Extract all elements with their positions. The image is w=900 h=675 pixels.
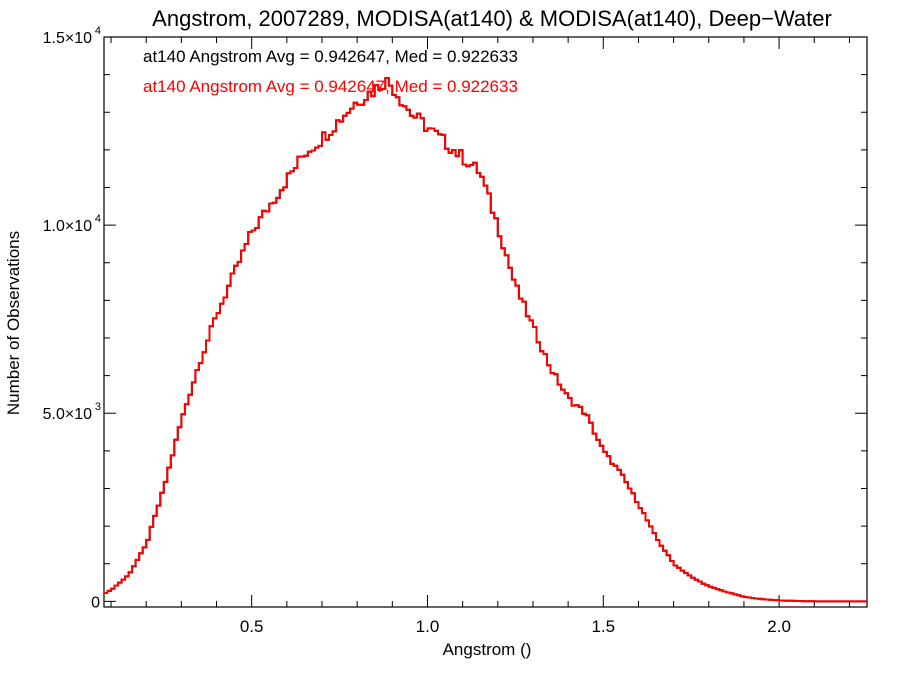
plot-frame <box>103 36 868 608</box>
y-tick-label: 1.0×10 <box>43 218 92 235</box>
chart-title: Angstrom, 2007289, MODISA(at140) & MODIS… <box>152 6 832 31</box>
y-tick-exponent: 4 <box>95 25 101 37</box>
y-tick-label: 1.5×10 <box>43 30 92 47</box>
x-axis: 0.5 1.0 1.5 2.0 <box>110 37 850 636</box>
y-axis-label: Number of Observations <box>4 231 23 415</box>
histogram-series-2 <box>104 77 867 603</box>
y-tick-exponent: 4 <box>95 213 101 225</box>
histogram-series-1 <box>104 77 867 603</box>
series-layer <box>104 77 867 603</box>
y-tick-label: 5.0×10 <box>43 406 92 423</box>
x-axis-label: Angstrom () <box>443 640 532 659</box>
x-tick-label: 2.0 <box>767 617 791 636</box>
x-tick-label: 1.5 <box>591 617 615 636</box>
x-tick-label: 1.0 <box>416 617 440 636</box>
annotation-line-2: at140 Angstrom Avg = 0.942647, Med = 0.9… <box>143 77 518 96</box>
x-tick-label: 0.5 <box>240 617 264 636</box>
y-tick-exponent: 3 <box>95 401 101 413</box>
y-axis: 05.0×10 31.0×10 41.5×10 4 <box>43 25 867 611</box>
y-tick-label: 0 <box>91 594 100 611</box>
plot-border <box>103 36 868 608</box>
annotation-line-1: at140 Angstrom Avg = 0.942647, Med = 0.9… <box>143 47 518 66</box>
